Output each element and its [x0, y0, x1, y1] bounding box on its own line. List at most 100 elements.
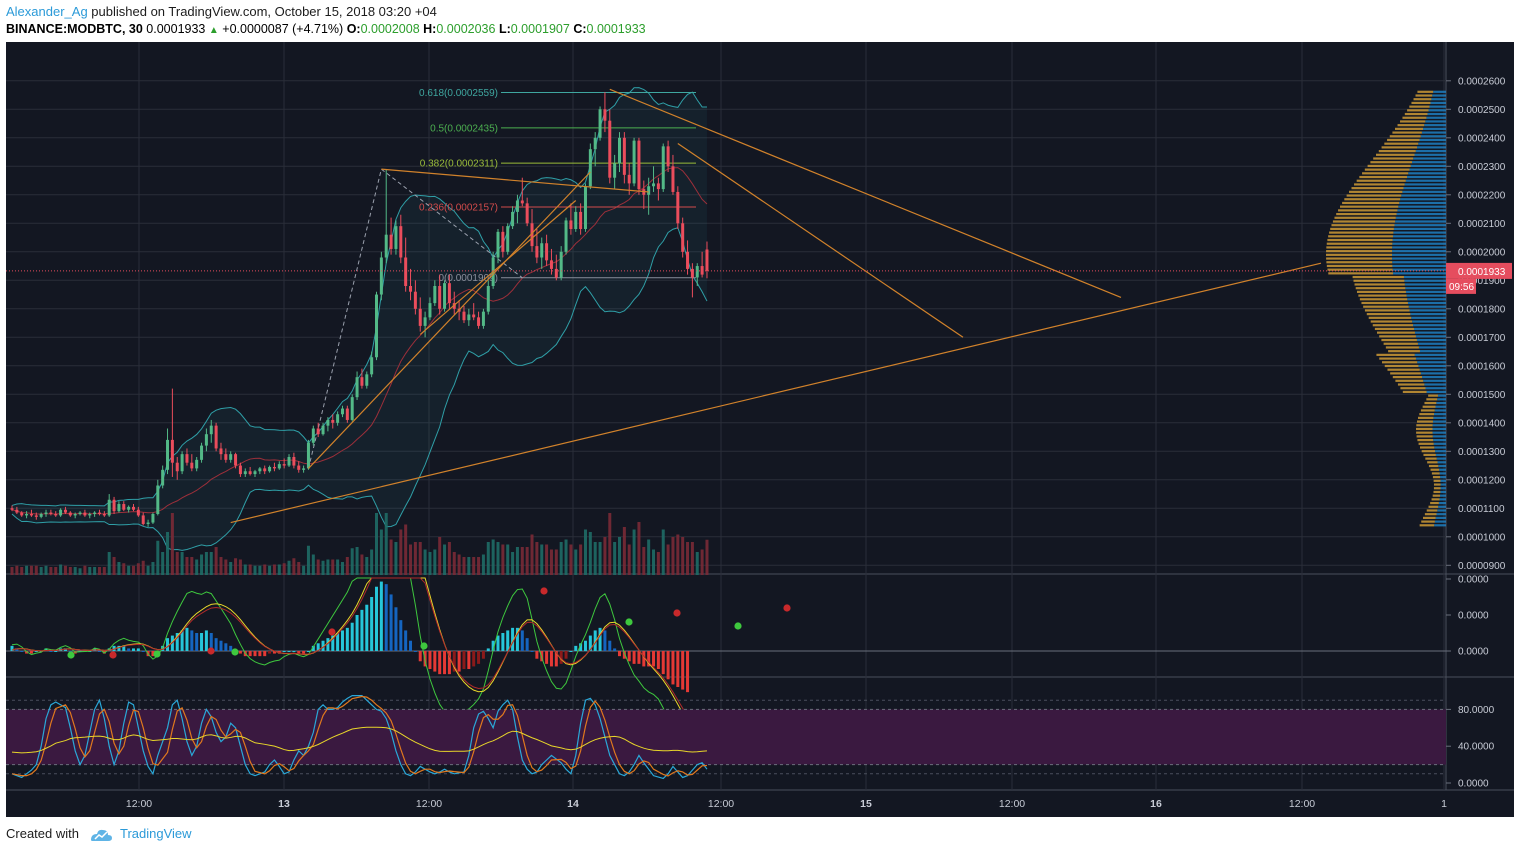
macd-histogram-bar [409, 640, 413, 651]
macd-histogram-bar [428, 651, 432, 669]
candle-body [433, 286, 437, 304]
rsi-line [11, 726, 708, 754]
volume-bar [15, 565, 19, 575]
volume-profile-buy-bar [1417, 146, 1446, 149]
macd-histogram-bar [433, 651, 437, 672]
author-link[interactable]: Alexander_Ag [6, 4, 88, 19]
chart-area[interactable]: 12:00 13 12:00 14 12:00 15 12:00 16 12:00 1 0.0002… [6, 42, 1514, 817]
volume-profile-buy-bar [1410, 164, 1446, 168]
macd-histogram-bar [525, 638, 529, 651]
volume-bar [375, 513, 378, 575]
volume-profile-sell-bar [1326, 253, 1393, 256]
macd-cross-dot [673, 609, 681, 617]
candle-body [486, 286, 490, 312]
volume-profile-sell-bar [1331, 224, 1395, 227]
volume-profile-sell-bar [1389, 135, 1421, 138]
candle-body [574, 211, 578, 229]
candle-body [418, 308, 422, 326]
volume-profile-buy-bar [1434, 524, 1446, 527]
volume-profile-buy-bar [1434, 446, 1446, 449]
volume-profile-buy-bar [1422, 376, 1446, 379]
candle-body [681, 223, 685, 252]
volume-bar [389, 539, 393, 575]
volume-bar [243, 564, 247, 575]
volume-profile-sell-bar [1420, 446, 1435, 449]
macd-histogram-bar [384, 584, 388, 651]
volume-profile-sell-bar [1415, 94, 1433, 97]
volume-profile-buy-bar [1434, 520, 1446, 523]
volume-profile-sell-bar [1416, 427, 1433, 431]
fib-anchor-line [381, 168, 523, 279]
volume-profile-buy-bar [1435, 405, 1446, 408]
candle-body [632, 140, 636, 184]
candle-body [331, 419, 335, 423]
volume-bar [272, 564, 276, 575]
volume-bar [97, 567, 101, 575]
volume-profile-sell-bar [1381, 338, 1417, 342]
macd-histogram-bar [224, 643, 228, 651]
volume-bar [54, 567, 58, 575]
stoch-y-tick-label: 40.0000 [1458, 742, 1495, 753]
volume-bar [588, 532, 592, 575]
candle-body [409, 286, 413, 292]
volume-bar [511, 552, 515, 575]
volume-bar [185, 557, 189, 575]
macd-histogram-bar [151, 651, 155, 657]
volume-bar [83, 565, 87, 575]
volume-profile-buy-bar [1440, 494, 1446, 497]
candle-body [97, 512, 101, 514]
volume-profile-buy-bar [1439, 498, 1446, 501]
macd-histogram-bar [10, 645, 14, 651]
y-tick-label: 0.0002000 [1458, 247, 1506, 258]
macd-cross-dot [231, 648, 239, 656]
volume-bar [515, 547, 519, 575]
volume-bar [122, 563, 126, 575]
volume-profile-buy-bar [1392, 257, 1446, 260]
volume-profile-buy-bar [1418, 346, 1446, 349]
candle-body [695, 266, 699, 278]
volume-profile-sell-bar [1327, 238, 1393, 242]
candle-body [613, 163, 617, 178]
macd-histogram-bar [559, 651, 563, 664]
volume-bar [656, 552, 660, 575]
volume-profile-buy-bar [1414, 353, 1446, 356]
candle-body [652, 183, 656, 187]
candle-body [93, 512, 97, 514]
y-tick-label: 0.0001300 [1458, 447, 1506, 458]
volume-bar [627, 544, 631, 575]
volume-profile-buy-bar [1438, 501, 1446, 505]
candle-body [302, 468, 306, 470]
y-tick-label: 0.0001000 [1458, 532, 1506, 543]
volume-profile-sell-bar [1330, 227, 1394, 230]
candle-body [44, 512, 48, 514]
volume-profile-buy-bar [1418, 364, 1446, 368]
macd-histogram-bar [292, 651, 296, 652]
macd-histogram [10, 581, 690, 693]
macd-slow-line [11, 577, 688, 717]
candle-body [564, 220, 568, 252]
candle-body [511, 211, 515, 227]
volume-profile-buy-bar [1437, 398, 1446, 401]
volume-bar [559, 542, 563, 575]
volume-profile [1326, 90, 1446, 527]
fib-level-label: 0.5(0.0002435) [430, 123, 498, 134]
volume-profile-sell-bar [1351, 187, 1404, 190]
volume-bar [379, 529, 383, 575]
volume-bar [486, 542, 490, 575]
volume-profile-buy-bar [1414, 153, 1446, 156]
volume-profile-buy-bar [1439, 472, 1446, 475]
macd-histogram-bar [219, 640, 223, 651]
volume-profile-sell-bar [1326, 242, 1393, 245]
macd-y-tick-label: 0.0000 [1458, 575, 1489, 586]
volume-bar [472, 557, 476, 575]
volume-profile-sell-bar [1413, 98, 1432, 101]
volume-bar [676, 534, 680, 575]
y-tick-label: 0.0002500 [1458, 105, 1506, 116]
volume-profile-sell-bar [1409, 105, 1430, 108]
volume-profile-buy-bar [1432, 427, 1446, 431]
candle-body [25, 514, 29, 516]
tradingview-brand-link[interactable]: TradingView [120, 826, 192, 841]
volume-bar [564, 539, 568, 575]
macd-histogram-bar [618, 651, 621, 657]
chart-canvas[interactable]: 12:00 13 12:00 14 12:00 15 12:00 16 12:00 1 0.0002… [6, 42, 1514, 817]
